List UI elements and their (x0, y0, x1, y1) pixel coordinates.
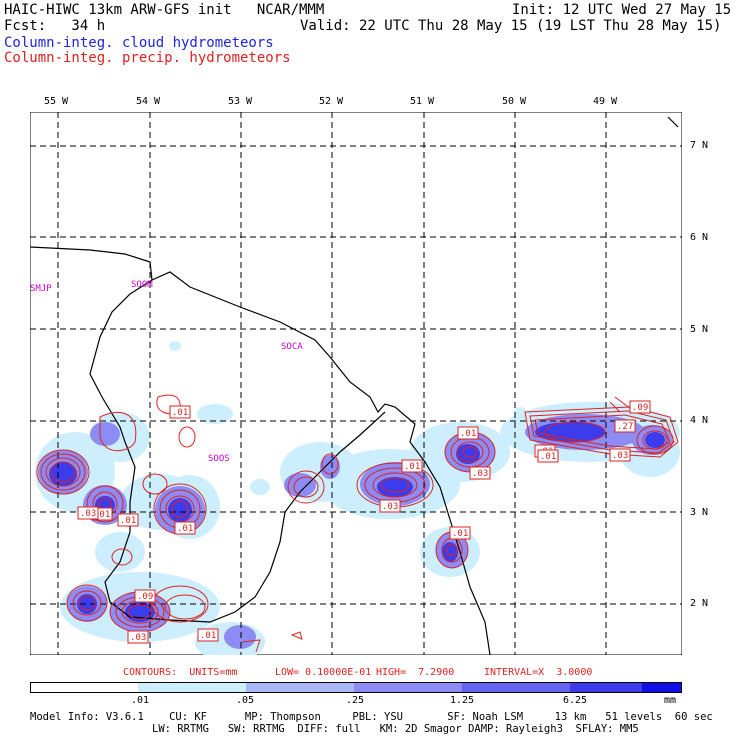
contour-label: .01 (177, 524, 193, 534)
place-label: SMJP (30, 284, 52, 294)
contour-label: .03 (612, 451, 628, 461)
lat-label: 2 N (690, 598, 709, 609)
contour-label: .01 (540, 452, 556, 462)
field-label-cloud: Column-integ. cloud hydrometeors (4, 35, 274, 51)
place-label: SOOM (131, 280, 153, 290)
lat-label: 7 N (690, 140, 709, 151)
graticule (30, 112, 682, 655)
contour-label-box (537, 449, 559, 463)
map-panel: SMJP SOOM SOCA SOOS .01.01.03.01.01.01.0… (30, 112, 682, 655)
contour-label-box (127, 630, 149, 644)
lon-label: 52 W (319, 96, 344, 107)
lon-label: 55 W (44, 96, 69, 107)
contour-label: .03 (382, 502, 398, 512)
model-info-line2: LW: RRTMG SW: RRTMG DIFF: full KM: 2D Sm… (152, 723, 639, 735)
contour-label-box (614, 419, 636, 433)
contour-label-box (117, 513, 139, 527)
contour-label-box (629, 400, 651, 414)
contour-label-box (609, 448, 631, 462)
legend-unit: mm (664, 695, 677, 706)
contour-label: .01 (452, 529, 468, 539)
legend-label: .01 (131, 695, 150, 706)
contour-label-box (134, 589, 156, 603)
model-title: HAIC-HIWC 13km ARW-GFS init NCAR/MMM (4, 2, 325, 18)
legend-swatch (30, 682, 138, 693)
contour-label-box (457, 426, 479, 440)
coastline (30, 116, 679, 655)
legend-swatch (642, 682, 682, 693)
place-label: SOOS (208, 454, 230, 464)
lon-label: 50 W (502, 96, 527, 107)
contour-label-box (449, 526, 471, 540)
color-legend (30, 682, 682, 693)
legend-label: 1.25 (450, 695, 475, 706)
lon-label: 53 W (228, 96, 253, 107)
contour-label: .03 (80, 509, 96, 519)
lat-label: 4 N (690, 415, 709, 426)
legend-swatch (354, 682, 462, 693)
valid-time: Valid: 22 UTC Thu 28 May 15 (19 LST Thu … (300, 18, 722, 34)
legend-swatch (462, 682, 570, 693)
place-label: SOCA (281, 342, 303, 352)
contour-interval: INTERVAL=X 3.0000 (484, 667, 593, 678)
lon-label: 51 W (410, 96, 435, 107)
forecast-hour: Fcst: 34 h (4, 18, 106, 34)
legend-swatch (138, 682, 246, 693)
place-labels: SMJP SOOM SOCA SOOS (30, 280, 303, 464)
contour-units: CONTOURS: UNITS=mm (123, 667, 238, 678)
lon-label: 49 W (593, 96, 618, 107)
contour-label: .01 (120, 516, 136, 526)
contour-label: .27 (617, 422, 633, 432)
contour-label: .01 (460, 429, 476, 439)
legend-label: 6.25 (563, 695, 588, 706)
contour-label: .09 (137, 592, 153, 602)
contour-low: LOW= 0.10000E-01 (275, 667, 372, 678)
field-label-precip: Column-integ. precip. hydrometeors (4, 50, 291, 66)
init-time: Init: 12 UTC Wed 27 May 15 (512, 2, 732, 18)
legend-label: .05 (236, 695, 255, 706)
lon-label: 54 W (136, 96, 161, 107)
contour-label: .01 (94, 510, 110, 520)
contour-label-box (174, 521, 196, 535)
contour-label-box (197, 628, 219, 642)
contour-label: .01 (172, 408, 188, 418)
contour-label: .01 (200, 631, 216, 641)
contour-label-box (169, 405, 191, 419)
legend-swatch (246, 682, 354, 693)
contour-label-group: .01.01.03.01.01.01.03.01.01.03.01.09.03.… (77, 400, 651, 644)
contour-label-box (77, 506, 99, 520)
contour-label-box (469, 466, 491, 480)
contour-high: HIGH= 7.2900 (376, 667, 455, 678)
contour-label-box (401, 459, 423, 473)
lat-label: 3 N (690, 507, 709, 518)
lat-label: 5 N (690, 324, 709, 335)
contour-label: .03 (130, 633, 146, 643)
lat-label: 6 N (690, 232, 709, 243)
contour-label: .03 (472, 469, 488, 479)
legend-swatch (570, 682, 642, 693)
legend-label: .25 (346, 695, 365, 706)
contour-label-box (379, 499, 401, 513)
contour-label: .09 (632, 403, 648, 413)
model-info-line1: Model Info: V3.6.1 CU: KF MP: Thompson P… (30, 711, 713, 723)
contour-label: .01 (404, 462, 420, 472)
